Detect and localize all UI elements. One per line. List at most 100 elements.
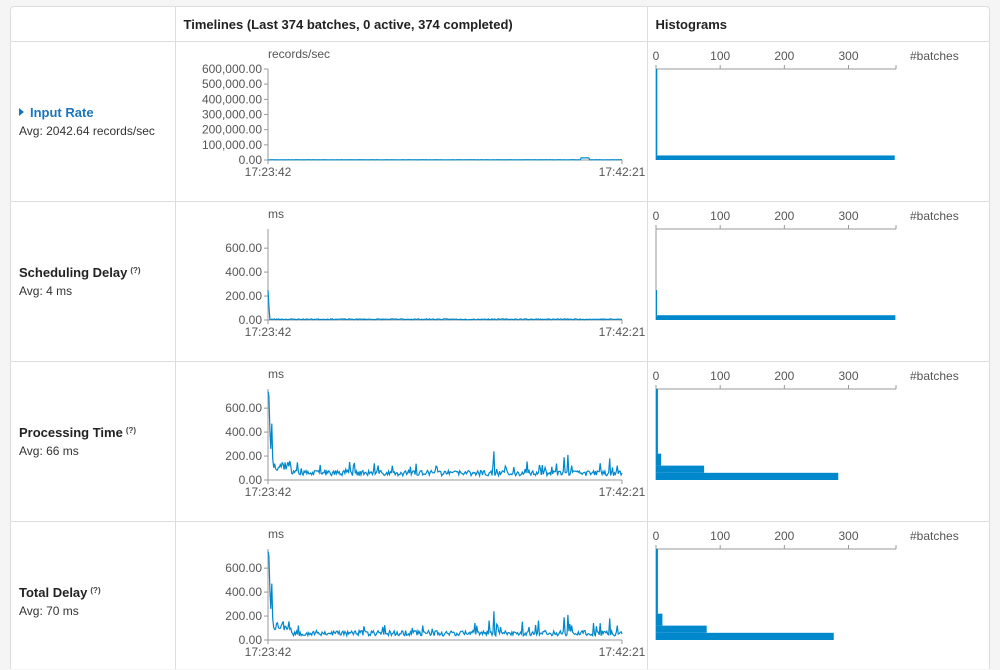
- scheduling-delay-histogram-cell: 0 100 200 300 #batches: [646, 201, 989, 362]
- x-tick-label: 200: [774, 369, 794, 383]
- series-line: [266, 391, 623, 479]
- total-delay-histogram-cell: 0 100 200 300 #batches: [646, 521, 989, 669]
- y-tick-label: 400.00: [225, 265, 262, 279]
- y-tick-label: 400.00: [225, 585, 262, 599]
- x-tick-label: 0: [652, 209, 659, 223]
- total-delay-average: Avg: 70 ms: [19, 604, 79, 618]
- y-unit-label: records/sec: [268, 47, 330, 61]
- scheduling-delay-help-icon[interactable]: (?): [130, 266, 141, 275]
- processing-time-histogram-chart: 0 100 200 300 #batches: [652, 369, 959, 480]
- input-rate-label-cell: Input Rate Avg: 2042.64 records/sec: [11, 41, 175, 202]
- histogram-bar: [655, 453, 661, 466]
- histogram-bar: [655, 613, 662, 626]
- histogram-bar: [655, 549, 658, 614]
- x-tick-label: 200: [774, 209, 794, 223]
- y-tick-label: 400.00: [225, 425, 262, 439]
- y-unit-label: ms: [268, 367, 284, 381]
- scheduling-delay-histogram-chart: 0 100 200 300 #batches: [652, 209, 959, 320]
- y-unit-label: ms: [268, 207, 284, 221]
- y-tick-label: 600.00: [225, 241, 262, 255]
- x-tick-label: 0: [652, 529, 659, 543]
- x-end-label: 17:42:21: [598, 645, 645, 659]
- series-line: [266, 290, 622, 321]
- streaming-statistics-panel: Timelines (Last 374 batches, 0 active, 3…: [10, 6, 990, 669]
- x-tick-label: 0: [652, 49, 659, 63]
- input-rate-timeline-chart: records/sec600,000.00500,000.00400,000.0…: [201, 47, 645, 179]
- x-tick-label: 300: [838, 529, 858, 543]
- x-tick-label: 300: [838, 49, 858, 63]
- y-tick-label: 0.00: [238, 313, 262, 327]
- x-start-label: 17:23:42: [244, 325, 291, 339]
- scheduling-delay-average: Avg: 4 ms: [19, 284, 73, 298]
- y-tick-label: 600.00: [225, 561, 262, 575]
- input-rate-row: Input Rate Avg: 2042.64 records/sec reco…: [11, 41, 989, 202]
- y-tick-label: 300,000.00: [201, 108, 261, 122]
- processing-time-title: Processing Time: [19, 425, 123, 440]
- x-axis-label: #batches: [910, 49, 959, 63]
- histogram-bar: [655, 315, 895, 320]
- total-delay-timeline-cell: ms 600.00 400.00 200.00 0.00 17:23:42 17:42:21: [174, 521, 647, 669]
- timelines-column-header: Timelines (Last 374 batches, 0 active, 3…: [174, 7, 647, 42]
- y-axis: 600.00 400.00 200.00 0.00: [225, 229, 268, 327]
- x-tick-label: 300: [838, 369, 858, 383]
- total-delay-row: Total Delay (?) Avg: 70 ms ms 600.00 400.00…: [11, 521, 989, 669]
- series-line: [267, 157, 622, 161]
- x-tick-label: 100: [710, 529, 730, 543]
- x-tick-label: 100: [710, 369, 730, 383]
- y-tick-label: 200.00: [225, 449, 262, 463]
- histogram-bar: [655, 290, 657, 316]
- processing-time-average: Avg: 66 ms: [19, 444, 79, 458]
- processing-time-label-cell: Processing Time (?) Avg: 66 ms: [11, 361, 175, 522]
- y-tick-label: 200.00: [225, 609, 262, 623]
- processing-time-histogram-cell: 0 100 200 300 #batches: [646, 361, 989, 522]
- x-axis-label: #batches: [910, 369, 959, 383]
- y-unit-label: ms: [268, 527, 284, 541]
- histogram-bar: [655, 625, 707, 633]
- input-rate-toggle[interactable]: Input Rate: [19, 105, 175, 120]
- scheduling-delay-row: Scheduling Delay (?) Avg: 4 ms ms 600.00 40…: [11, 201, 989, 362]
- x-tick-label: 200: [774, 529, 794, 543]
- histograms-column-header: Histograms: [646, 7, 989, 42]
- total-delay-histogram-chart: 0 100 200 300 #batches: [652, 529, 959, 640]
- processing-time-help-icon[interactable]: (?): [125, 426, 137, 435]
- y-axis: 600.00 400.00 200.00 0.00: [225, 549, 268, 647]
- scheduling-delay-name: Scheduling Delay (?): [19, 265, 175, 280]
- input-rate-timeline-cell: records/sec 600,000.00 500,000.00 400,000.0…: [174, 41, 647, 202]
- table-header-row: Timelines (Last 374 batches, 0 active, 3…: [11, 7, 989, 42]
- y-tick-label: 0.00: [238, 473, 262, 487]
- histogram-bar: [655, 69, 657, 156]
- y-axis: 600.00 400.00 200.00 0.00: [225, 389, 268, 487]
- input-rate-title[interactable]: Input Rate: [30, 105, 94, 120]
- scheduling-delay-title: Scheduling Delay: [19, 265, 128, 280]
- total-delay-help-icon[interactable]: (?): [90, 586, 101, 595]
- x-start-label: 17:23:42: [244, 165, 291, 179]
- y-tick-label: 600,000.00: [201, 62, 261, 76]
- x-axis-label: #batches: [910, 209, 959, 223]
- x-start-label: 17:23:42: [244, 645, 291, 659]
- x-tick-label: 0: [652, 369, 659, 383]
- y-tick-label: 0.00: [238, 633, 262, 647]
- x-end-label: 17:42:21: [598, 485, 645, 499]
- total-delay-label-cell: Total Delay (?) Avg: 70 ms: [11, 521, 175, 669]
- input-rate-average: Avg: 2042.64 records/sec: [19, 124, 155, 138]
- caret-right-icon[interactable]: [19, 108, 24, 116]
- total-delay-name: Total Delay (?): [19, 585, 175, 600]
- x-axis-label: #batches: [910, 529, 959, 543]
- histogram-bar: [655, 389, 658, 454]
- x-end-label: 17:42:21: [598, 325, 645, 339]
- histogram-bar: [655, 472, 838, 480]
- series-line: [266, 551, 623, 638]
- y-tick-label: 400,000.00: [201, 92, 261, 106]
- scheduling-delay-timeline-cell: ms 600.00 400.00 200.00 0.00 17:23:42 17:42:21: [174, 201, 647, 362]
- x-tick-label: 200: [774, 49, 794, 63]
- y-tick-label: 500,000.00: [201, 77, 261, 91]
- scheduling-delay-label-cell: Scheduling Delay (?) Avg: 4 ms: [11, 201, 175, 362]
- x-tick-label: 100: [710, 49, 730, 63]
- y-tick-label: 200,000.00: [201, 123, 261, 137]
- processing-time-name: Processing Time (?): [19, 425, 175, 440]
- x-start-label: 17:23:42: [244, 485, 291, 499]
